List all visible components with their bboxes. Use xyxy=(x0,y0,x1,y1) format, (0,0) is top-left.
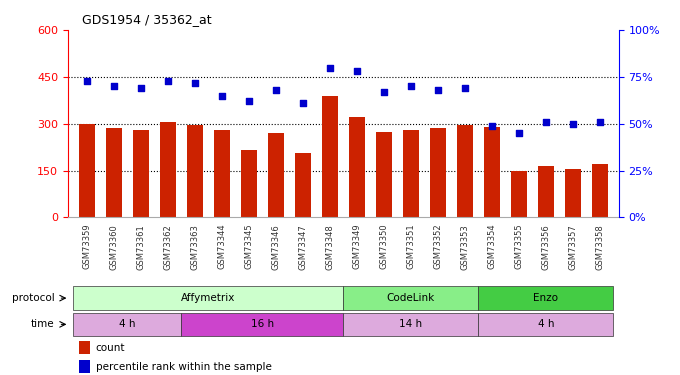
Bar xyxy=(182,312,343,336)
Bar xyxy=(268,133,284,218)
Text: 14 h: 14 h xyxy=(399,320,422,329)
Point xyxy=(271,87,282,93)
Point xyxy=(324,64,335,70)
Bar xyxy=(73,312,182,336)
Bar xyxy=(376,132,392,218)
Point xyxy=(216,93,227,99)
Bar xyxy=(79,341,90,354)
Point xyxy=(541,119,551,125)
Point xyxy=(405,83,416,89)
Bar xyxy=(241,150,257,217)
Bar xyxy=(565,169,581,217)
Point xyxy=(297,100,308,106)
Text: 16 h: 16 h xyxy=(251,320,274,329)
Bar xyxy=(479,286,613,310)
Bar xyxy=(79,124,95,218)
Bar xyxy=(343,286,479,310)
Point xyxy=(432,87,443,93)
Point xyxy=(379,89,390,95)
Point xyxy=(109,83,120,89)
Bar xyxy=(403,130,419,218)
Point xyxy=(163,78,173,84)
Bar xyxy=(160,122,176,218)
Text: 4 h: 4 h xyxy=(119,320,135,329)
Text: Affymetrix: Affymetrix xyxy=(181,293,235,303)
Bar xyxy=(479,312,613,336)
Bar xyxy=(187,125,203,218)
Bar xyxy=(73,286,343,310)
Text: time: time xyxy=(31,320,54,329)
Bar xyxy=(133,130,149,218)
Point xyxy=(513,130,524,136)
Point xyxy=(243,98,254,104)
Bar xyxy=(343,312,479,336)
Text: CodeLink: CodeLink xyxy=(387,293,435,303)
Bar xyxy=(322,96,338,218)
Bar xyxy=(295,153,311,218)
Bar xyxy=(106,128,122,217)
Point xyxy=(190,80,201,86)
Text: Enzo: Enzo xyxy=(533,293,558,303)
Point xyxy=(568,121,579,127)
Bar xyxy=(538,166,554,218)
Bar xyxy=(592,164,608,218)
Text: 4 h: 4 h xyxy=(538,320,554,329)
Text: protocol: protocol xyxy=(12,293,54,303)
Point xyxy=(352,68,362,74)
Point xyxy=(460,85,471,91)
Bar xyxy=(79,360,90,373)
Point xyxy=(486,123,497,129)
Point xyxy=(594,119,605,125)
Text: GDS1954 / 35362_at: GDS1954 / 35362_at xyxy=(82,13,211,26)
Point xyxy=(82,78,92,84)
Bar xyxy=(483,127,500,218)
Text: percentile rank within the sample: percentile rank within the sample xyxy=(95,362,271,372)
Bar xyxy=(511,171,527,217)
Bar xyxy=(349,117,365,218)
Bar xyxy=(430,128,446,217)
Point xyxy=(135,85,146,91)
Bar xyxy=(214,130,230,218)
Text: count: count xyxy=(95,343,125,353)
Bar xyxy=(457,125,473,218)
